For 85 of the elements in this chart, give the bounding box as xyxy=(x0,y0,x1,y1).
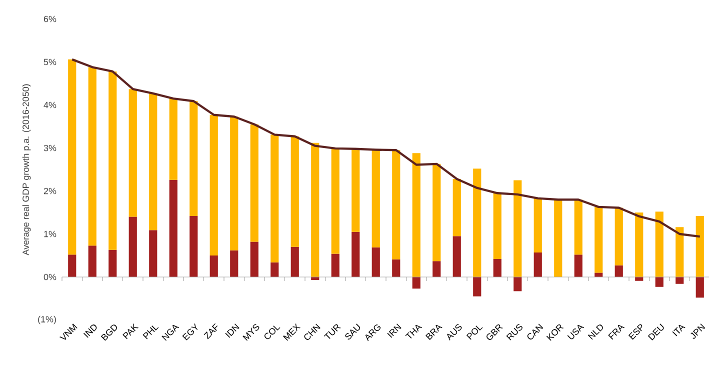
bar xyxy=(676,227,684,277)
x-tick-label: ITA xyxy=(672,324,686,336)
x-tick-label: BRA xyxy=(426,324,442,340)
x-tick-label: USA xyxy=(567,324,584,340)
bar xyxy=(88,67,96,246)
bar xyxy=(190,216,198,277)
y-tick-label: (1%) xyxy=(38,316,56,324)
bar xyxy=(514,277,522,292)
x-tick-label: IDN xyxy=(225,324,240,338)
x-tick-label: NLD xyxy=(588,324,603,340)
x-tick-label: THA xyxy=(405,324,422,339)
y-tick-label: 6% xyxy=(44,16,56,22)
bar xyxy=(412,277,420,289)
bar xyxy=(88,246,96,277)
y-tick-label: 1% xyxy=(44,230,56,238)
bar xyxy=(473,168,482,277)
y-tick-label: 4% xyxy=(44,102,56,108)
bar xyxy=(250,242,258,277)
bar xyxy=(594,206,603,273)
y-tick-label: 2% xyxy=(44,188,56,194)
bar xyxy=(210,256,218,277)
y-tick-label: 5% xyxy=(44,58,56,66)
bar xyxy=(473,277,482,296)
bar xyxy=(493,258,502,277)
bar xyxy=(210,114,218,256)
bar xyxy=(432,164,441,262)
bar xyxy=(452,236,461,277)
bar xyxy=(554,200,562,277)
bar xyxy=(108,250,117,277)
bar xyxy=(432,261,441,277)
bar xyxy=(270,134,279,262)
bar xyxy=(635,212,644,277)
bar xyxy=(311,142,320,277)
bar xyxy=(614,208,623,266)
bar xyxy=(594,272,603,277)
bar xyxy=(331,148,340,254)
bar xyxy=(392,150,400,260)
bar xyxy=(493,193,502,259)
bar xyxy=(290,136,299,247)
bar xyxy=(331,254,340,277)
bar xyxy=(372,150,380,248)
x-tick-label: COL xyxy=(264,326,280,340)
bar xyxy=(250,124,258,242)
x-tick-label: FRA xyxy=(608,324,625,340)
bar xyxy=(169,180,178,277)
bar xyxy=(128,216,137,277)
y-tick-label: 0% xyxy=(44,274,56,280)
y-tick-label: 3% xyxy=(44,144,56,152)
bar xyxy=(514,180,522,277)
bar xyxy=(108,71,117,250)
bar xyxy=(352,148,360,232)
bar xyxy=(270,262,279,277)
bar xyxy=(534,198,542,252)
bar xyxy=(230,116,238,250)
bar xyxy=(696,216,704,277)
y-axis-title: Average real GDP growth p.a. (2016-2050) xyxy=(22,84,31,256)
x-tick-label: IRN xyxy=(387,324,402,338)
bar xyxy=(372,247,380,277)
bar xyxy=(290,246,299,277)
bar xyxy=(412,153,420,277)
bar xyxy=(392,259,400,277)
bar xyxy=(614,265,623,277)
bar xyxy=(635,277,644,281)
line-series xyxy=(71,58,701,238)
bar xyxy=(169,98,178,180)
bar xyxy=(149,93,158,230)
bar xyxy=(149,230,158,277)
bar xyxy=(352,232,360,277)
x-tick-label: PHL xyxy=(142,326,159,340)
bar xyxy=(534,252,542,277)
bar xyxy=(574,254,582,277)
bar xyxy=(190,101,198,216)
bar xyxy=(128,89,137,217)
bar xyxy=(230,250,238,277)
bar xyxy=(452,178,461,236)
bar xyxy=(655,277,664,287)
bar xyxy=(655,212,664,277)
bar xyxy=(68,254,76,277)
bar xyxy=(696,277,704,298)
bar xyxy=(574,200,582,255)
x-tick-label: TUR xyxy=(324,324,341,339)
bar xyxy=(68,59,76,255)
bar xyxy=(676,277,684,284)
x-tick-label: IND xyxy=(83,324,97,338)
x-tick-label: POL xyxy=(466,326,483,340)
